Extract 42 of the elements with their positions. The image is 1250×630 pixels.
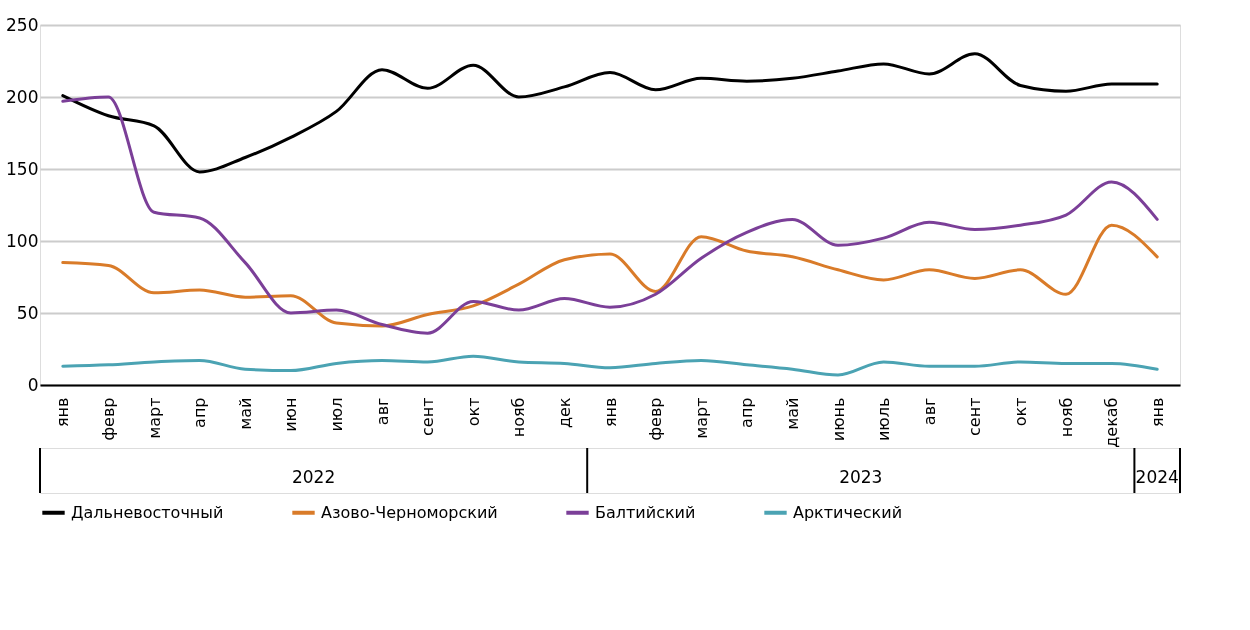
x-tick-label: март	[144, 397, 164, 439]
x-tick-label: авг	[919, 397, 939, 426]
legend-label: Арктический	[793, 502, 903, 522]
text: 2022	[291, 467, 336, 487]
line-series	[61, 95, 1159, 335]
x-tick-label: авг	[372, 397, 392, 426]
x-tick-label: июнь	[828, 397, 848, 442]
x-tick-label: июль	[874, 397, 894, 442]
y-tick-label: 100	[6, 230, 39, 251]
line-series	[61, 223, 1159, 328]
x-tick-label: апр	[737, 397, 757, 428]
x-tick-label: нояб	[1056, 397, 1076, 438]
y-tick-label: 150	[6, 158, 39, 179]
line-series	[61, 354, 1159, 377]
x-tick-label: февр	[646, 397, 666, 441]
text: 2023	[839, 467, 883, 487]
legend-label: Азово-Черноморский	[321, 502, 498, 522]
x-tick-label: май	[782, 397, 802, 430]
legend-label: Дальневосточный	[71, 502, 224, 522]
line-series	[61, 52, 1159, 174]
x-tick-label: сент	[418, 397, 438, 436]
x-tick-label: янв	[1147, 397, 1167, 428]
x-tick-label: март	[691, 397, 711, 439]
y-tick-label: 0	[27, 374, 39, 395]
text: 2024	[1135, 467, 1179, 487]
y-tick-label: 50	[16, 302, 39, 323]
x-tick-label: декаб	[1102, 397, 1122, 448]
x-tick-label: май	[235, 397, 255, 430]
x-tick-label: нояб	[509, 397, 529, 438]
x-tick-label: июл	[326, 397, 346, 432]
x-tick-label: июн	[281, 397, 301, 432]
x-tick-label: апр	[190, 397, 210, 428]
x-tick-label: окт	[463, 397, 483, 427]
x-tick-label: янв	[53, 397, 73, 428]
x-tick-label: дек	[554, 397, 574, 429]
x-tick-label: янв	[600, 397, 620, 428]
legend-label: Балтийский	[595, 502, 696, 522]
x-tick-label: февр	[98, 397, 118, 441]
x-tick-label: сент	[965, 397, 985, 436]
y-tick-label: 250	[6, 14, 39, 35]
x-tick-label: окт	[1010, 397, 1030, 427]
y-tick-label: 200	[6, 86, 39, 107]
